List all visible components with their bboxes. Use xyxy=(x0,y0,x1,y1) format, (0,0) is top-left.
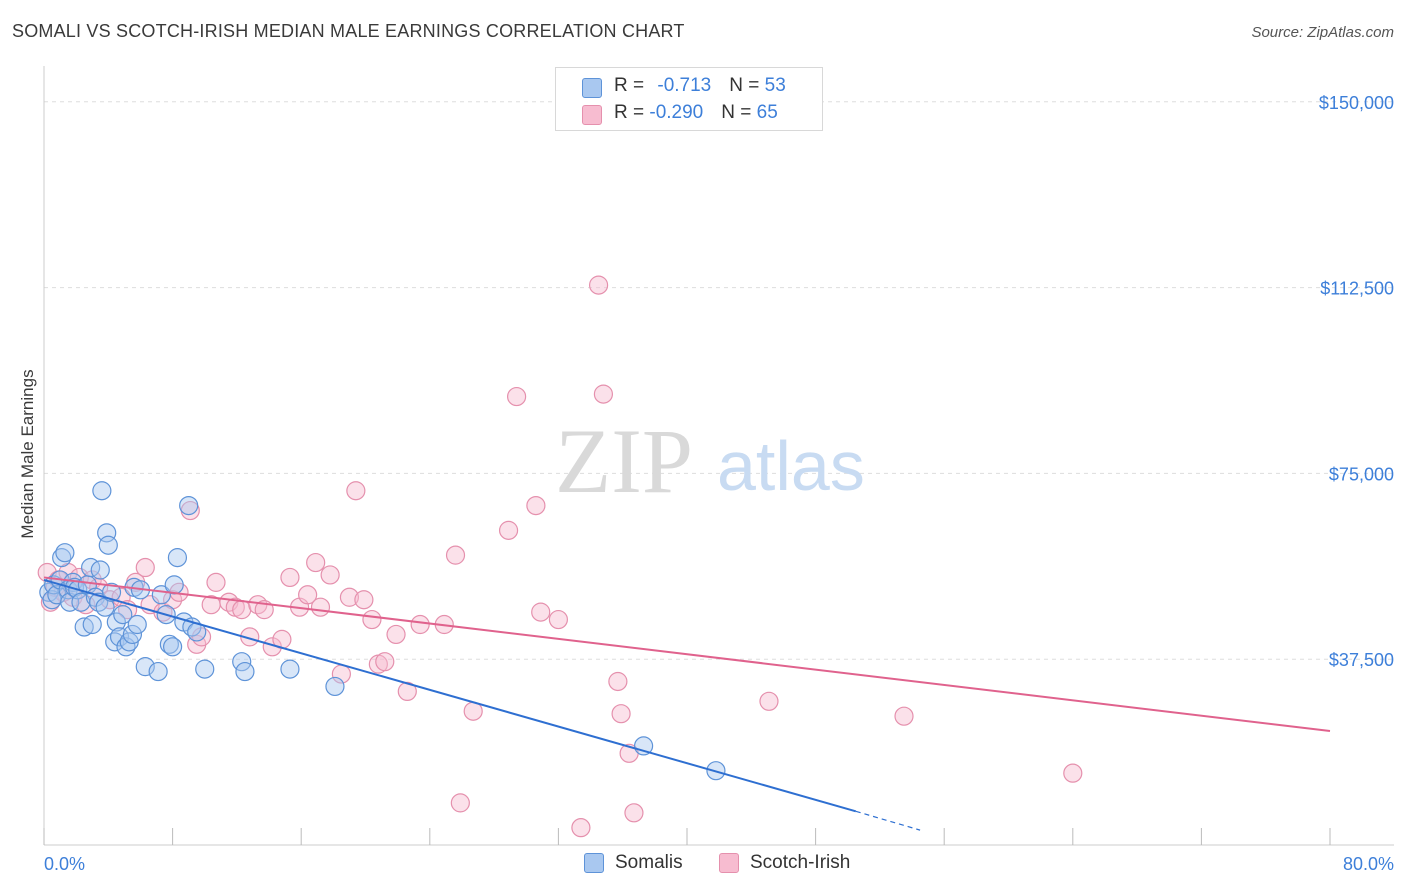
y-tick-label: $75,000 xyxy=(1329,464,1394,484)
scotch-irish-point xyxy=(298,585,318,605)
somali-point xyxy=(159,634,179,654)
trend-lines xyxy=(43,576,1331,831)
chart-title: SOMALI VS SCOTCH-IRISH MEDIAN MALE EARNI… xyxy=(12,21,685,41)
somali-swatch xyxy=(582,78,602,98)
scotch-irish-point xyxy=(894,706,914,726)
scotch-irish-point xyxy=(339,587,360,607)
somali-point xyxy=(92,481,112,501)
n-value-somali: 53 xyxy=(764,75,786,96)
somali-point xyxy=(235,661,255,682)
scotch-irish-point xyxy=(310,597,331,617)
scotch-irish-point xyxy=(397,681,417,702)
y-axis-label: Median Male Earnings xyxy=(18,369,37,538)
somali-point xyxy=(163,637,183,657)
somali-point xyxy=(98,535,118,555)
scotch-irish-point xyxy=(346,481,366,501)
scotch-irish-point xyxy=(1063,763,1083,783)
correlation-legend: R = -0.713 N = 53 R = -0.290 N = 65 xyxy=(555,67,823,131)
r-label: R = xyxy=(614,75,650,96)
somali-point xyxy=(167,548,188,568)
somali-point xyxy=(97,523,117,543)
scotch-irish-point xyxy=(526,495,546,516)
somali-point xyxy=(113,604,133,625)
somali-point xyxy=(280,659,300,679)
scotch-irish-point xyxy=(571,818,591,838)
r-label: R = xyxy=(614,102,650,123)
x-tick-label: 0.0% xyxy=(44,854,85,874)
somali-point xyxy=(148,661,168,682)
y-tick-label: $37,500 xyxy=(1329,650,1394,670)
somali-point xyxy=(90,560,110,580)
scotch-irish-point xyxy=(507,386,527,407)
scotch-irish-point xyxy=(135,557,155,578)
scotch-irish-trend-line xyxy=(43,576,1331,733)
scotch-irish-points xyxy=(37,275,1083,838)
somali-trend-extension xyxy=(855,810,921,831)
scotch-irish-point xyxy=(232,600,252,620)
n-label: N = xyxy=(721,102,757,123)
somali-point xyxy=(101,582,122,602)
scotch-irish-swatch xyxy=(582,105,602,125)
scotch-irish-point xyxy=(531,602,551,622)
somali-point xyxy=(164,575,184,595)
scotch-irish-point xyxy=(354,590,374,610)
scotch-irish-point xyxy=(548,609,569,630)
somali-point xyxy=(195,659,215,679)
scotch-irish-point xyxy=(280,567,300,588)
somali-point xyxy=(74,617,94,637)
scotch-irish-point xyxy=(386,624,406,645)
scotch-irish-point xyxy=(375,652,395,672)
legend-text-scotch: R = -0.290 N = 65 xyxy=(614,102,778,124)
scotch-irish-point xyxy=(611,704,631,724)
somali-point xyxy=(135,657,155,677)
scotch-irish-point xyxy=(445,545,466,565)
somali-point xyxy=(179,495,199,516)
x-tick-label: 80.0% xyxy=(1343,854,1394,874)
scotch-irish-swatch xyxy=(719,853,739,873)
scotch-irish-point xyxy=(498,520,519,540)
legend-text-somali: R = -0.713 N = 53 xyxy=(614,75,786,97)
y-tick-label: $112,500 xyxy=(1320,279,1394,299)
somali-point xyxy=(325,676,345,697)
scotch-irish-point xyxy=(624,803,644,823)
somali-points xyxy=(39,481,726,781)
scotch-irish-point xyxy=(759,691,779,711)
y-tick-label: $150,000 xyxy=(1319,93,1394,113)
somali-swatch xyxy=(584,853,604,873)
somali-trend-line xyxy=(43,578,857,813)
scotch-irish-point xyxy=(206,572,226,592)
n-value-scotch: 65 xyxy=(756,102,778,123)
watermark-zip: ZIP xyxy=(555,410,693,512)
somali-point xyxy=(106,612,126,632)
somali-point xyxy=(55,543,75,563)
chart-source: Source: ZipAtlas.com xyxy=(1251,24,1394,41)
somali-legend-label: Somalis xyxy=(615,852,683,873)
n-label: N = xyxy=(729,75,765,96)
r-value-scotch: -0.290 xyxy=(649,102,704,123)
axes xyxy=(43,66,1394,846)
r-value-somali: -0.713 xyxy=(657,75,712,96)
grid xyxy=(44,101,1394,660)
scotch-irish-point xyxy=(320,565,340,585)
watermark: ZIP atlas xyxy=(555,410,865,512)
somali-point xyxy=(122,624,143,645)
scotch-irish-legend-label: Scotch-Irish xyxy=(750,852,851,873)
somali-point xyxy=(82,614,102,635)
scotch-irish-point xyxy=(588,275,609,295)
tick-labels: $37,500 $75,000 $112,500 $150,000 0.0% 80.0% xyxy=(44,93,1394,874)
scotch-irish-point xyxy=(410,614,430,635)
scotch-irish-point xyxy=(362,609,382,630)
scotch-irish-point xyxy=(593,384,614,404)
scotch-irish-point xyxy=(450,793,470,813)
somali-point xyxy=(127,614,147,635)
watermark-atlas: atlas xyxy=(717,427,865,505)
scotch-irish-point xyxy=(306,552,326,573)
scotch-irish-point xyxy=(608,671,628,692)
